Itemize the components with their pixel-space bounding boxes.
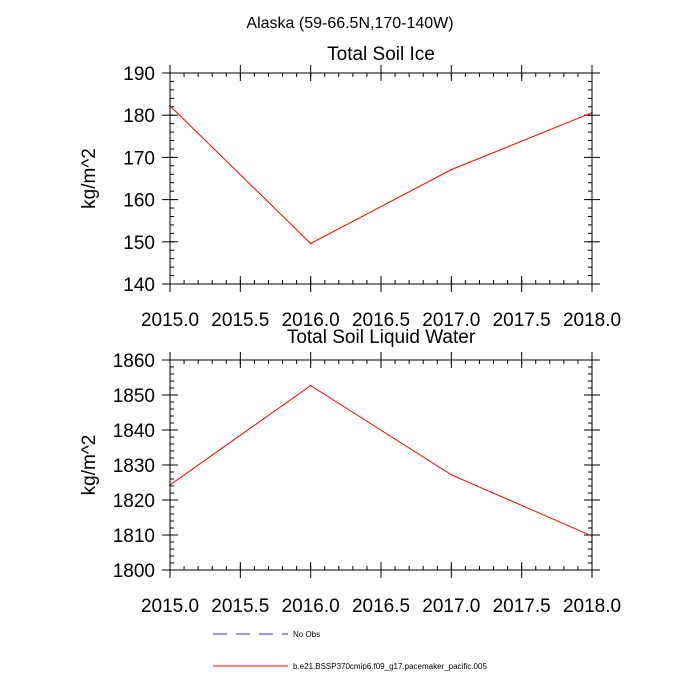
panel-total-soil-liquid-water: Total Soil Liquid Water kg/m^2 1800 1810 182…: [79, 327, 621, 617]
legend-label-no-obs: No Obs: [293, 630, 320, 639]
chart-0-ylabel: kg/m^2: [79, 148, 100, 209]
chart-0-xtick-label: 2018.0: [563, 310, 621, 331]
chart-0-ytick-label: 180: [123, 106, 155, 127]
chart-1-ytick-label: 1800: [113, 561, 155, 582]
panel-total-soil-ice: Total Soil Ice kg/m^2 140 150 160 170 180 190 20…: [79, 44, 621, 331]
chart-0-xtick-label: 2015.0: [141, 310, 199, 331]
chart-0-series-0-point: [450, 168, 453, 171]
chart-1-title: Total Soil Liquid Water: [287, 327, 476, 348]
chart-0-xtick-label: 2016.5: [352, 310, 410, 331]
chart-0-title: Total Soil Ice: [327, 44, 435, 65]
chart-0-xtick-label: 2015.5: [211, 310, 269, 331]
chart-1-ytick-label: 1850: [113, 386, 155, 407]
chart-1-ytick-label: 1810: [113, 526, 155, 547]
chart-0-ytick-label: 160: [123, 191, 155, 212]
chart-0-xtick-label: 2016.0: [282, 310, 340, 331]
chart-1-series-0-point: [450, 474, 453, 476]
chart-1-xtick-label: 2015.5: [211, 596, 269, 617]
chart-1-xtick-label: 2018.0: [563, 596, 621, 617]
chart-1-xtick-label: 2017.0: [422, 596, 480, 617]
chart-1-plot-frame: [169, 359, 593, 571]
figure-suptitle: Alaska (59-66.5N,170-140W): [246, 15, 453, 32]
chart-0-ytick-label: 150: [123, 233, 155, 254]
chart-1-ytick-label: 1840: [113, 421, 155, 442]
chart-1-ytick-label: 1860: [113, 351, 155, 372]
chart-0-ytick-label: 170: [123, 148, 155, 169]
chart-1-series-0-line: [169, 384, 593, 537]
chart-0-xtick-label: 2017.5: [493, 310, 551, 331]
chart-0-series-0-line: [169, 105, 593, 245]
chart-0-ytick-label: 190: [123, 64, 155, 85]
chart-0-plot-frame: [169, 72, 593, 285]
chart-1-series-0-point: [309, 384, 312, 387]
chart-1-xtick-label: 2015.0: [141, 596, 199, 617]
chart-1-xtick-label: 2017.5: [493, 596, 551, 617]
chart-1-ytick-label: 1820: [113, 491, 155, 512]
chart-0-ytick-label: 140: [123, 275, 155, 296]
legend-label-model-run: b.e21.BSSP370cmip6.f09_g17.pacemaker_pac…: [293, 662, 487, 671]
chart-1-xtick-label: 2016.5: [352, 596, 410, 617]
chart-0-series-0-point: [309, 242, 312, 245]
chart-1-ylabel: kg/m^2: [79, 435, 100, 496]
legend: No Obs b.e21.BSSP370cmip6.f09_g17.pacema…: [213, 630, 487, 671]
chart-1-xtick-label: 2016.0: [282, 596, 340, 617]
chart-0-xtick-label: 2017.0: [422, 310, 480, 331]
chart-1-ytick-label: 1830: [113, 456, 155, 477]
